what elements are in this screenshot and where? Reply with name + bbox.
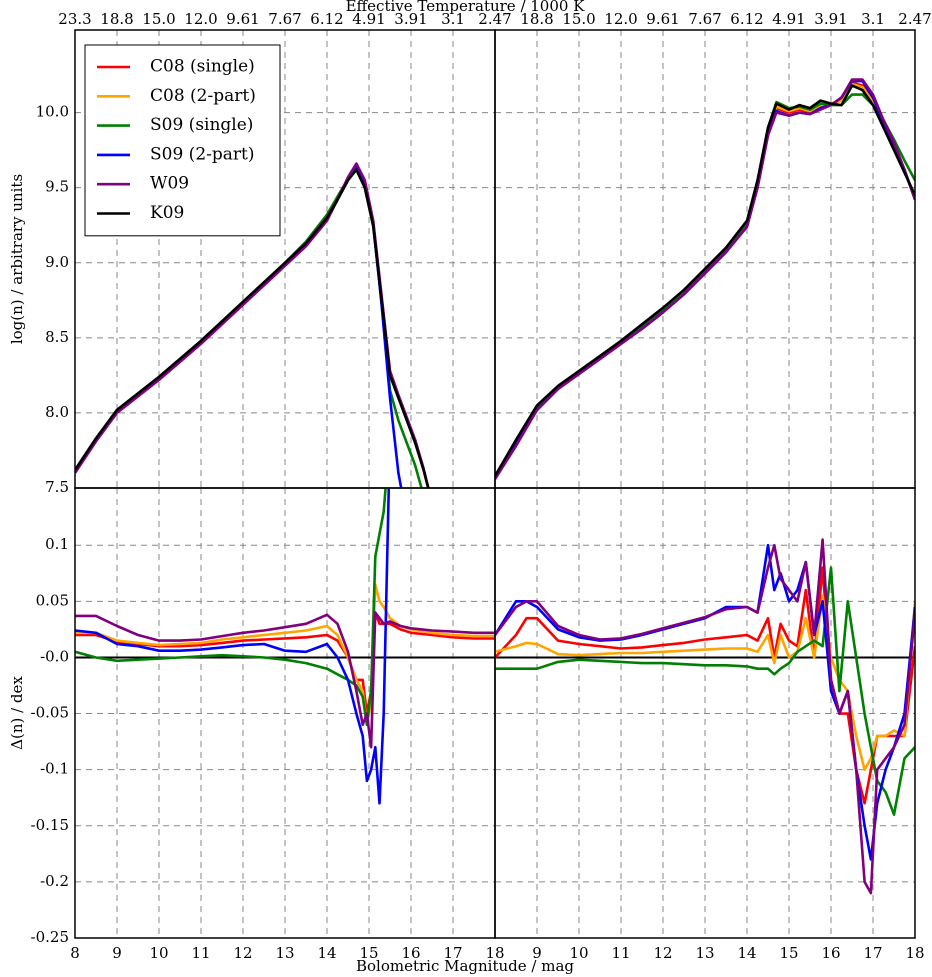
top-tick-label: 4.91	[352, 10, 385, 28]
line	[75, 488, 391, 805]
top-tick-label: 18.8	[100, 10, 133, 28]
y-tick-label: -0.1	[40, 760, 69, 778]
x-tick-label: 11	[611, 944, 630, 962]
line	[495, 543, 915, 861]
y-tick-label: 8.0	[45, 403, 69, 421]
top-tick-label: 2.47	[478, 10, 511, 28]
y-axis-label: log(n) / arbitrary units	[8, 174, 26, 344]
legend-label: C08 (single)	[150, 57, 255, 77]
y-tick-label: 0.1	[45, 535, 69, 553]
x-tick-label: 12	[233, 944, 252, 962]
top-tick-label: 7.67	[268, 10, 301, 28]
x-tick-label: 18	[905, 944, 924, 962]
y-tick-label: 9.0	[45, 253, 69, 271]
y-tick-label: -0.05	[31, 704, 69, 722]
series-group	[495, 78, 915, 480]
top-tick-label: 15.0	[562, 10, 595, 28]
y-tick-label: 7.5	[45, 478, 69, 496]
x-tick-label: 14	[317, 944, 336, 962]
x-tick-label: 15	[779, 944, 798, 962]
line	[495, 78, 915, 480]
legend-label: C08 (2-part)	[150, 86, 256, 106]
y-tick-label: -0.15	[31, 816, 69, 834]
top-tick-label: 12.0	[604, 10, 637, 28]
line	[495, 538, 915, 895]
line	[75, 611, 495, 749]
top-tick-label: 3.91	[394, 10, 427, 28]
top-tick-label: 15.0	[142, 10, 175, 28]
y-axis-label: Δ(n) / dex	[8, 676, 26, 750]
line	[495, 566, 915, 816]
top-tick-label: 4.91	[772, 10, 805, 28]
top-tick-label: 3.91	[814, 10, 847, 28]
x-tick-label: 8	[70, 944, 80, 962]
top-tick-label: 9.61	[646, 10, 679, 28]
x-tick-label: 13	[695, 944, 714, 962]
legend-label: K09	[150, 203, 184, 223]
x-tick-label: 18	[485, 944, 504, 962]
y-tick-label: 0.05	[36, 591, 69, 609]
top-tick-label: 18.8	[520, 10, 553, 28]
x-tick-label: 12	[653, 944, 672, 962]
top-tick-label: 9.61	[226, 10, 259, 28]
legend-box	[84, 44, 281, 237]
y-tick-label: -0.0	[40, 647, 69, 665]
y-tick-label: 10.0	[36, 103, 69, 121]
x-tick-label: 16	[821, 944, 840, 962]
line	[495, 594, 915, 771]
series-group	[495, 538, 915, 895]
y-tick-label: -0.2	[40, 872, 69, 890]
top-tick-label: 7.67	[688, 10, 721, 28]
line	[495, 566, 915, 805]
line	[75, 168, 430, 488]
top-tick-label: 23.3	[58, 10, 91, 28]
legend-label: S09 (2-part)	[150, 144, 254, 164]
series-group	[75, 162, 430, 488]
y-tick-label: 9.5	[45, 178, 69, 196]
x-tick-label: 15	[359, 944, 378, 962]
top-tick-label: 3.1	[861, 10, 885, 28]
axes-frame	[494, 487, 916, 939]
line	[75, 488, 387, 727]
x-tick-label: 10	[569, 944, 588, 962]
top-tick-label: 3.1	[441, 10, 465, 28]
legend-label: W09	[150, 174, 189, 194]
x-tick-label: 9	[112, 944, 122, 962]
x-tick-label: 17	[863, 944, 882, 962]
y-tick-label: 8.5	[45, 328, 69, 346]
top-tick-label: 2.47	[898, 10, 931, 28]
y-tick-label: -0.25	[31, 928, 69, 946]
line	[495, 84, 915, 477]
x-tick-label: 17	[443, 944, 462, 962]
legend-label: S09 (single)	[150, 115, 253, 135]
x-tick-label: 10	[149, 944, 168, 962]
x-tick-label: 14	[737, 944, 756, 962]
x-tick-label: 13	[275, 944, 294, 962]
top-tick-label: 12.0	[184, 10, 217, 28]
top-tick-label: 6.12	[310, 10, 343, 28]
x-tick-label: 9	[532, 944, 542, 962]
top-axis-label: Effective Temperature / 1000 K	[346, 0, 586, 15]
x-tick-label: 11	[191, 944, 210, 962]
x-axis-label: Bolometric Magnitude / mag	[356, 957, 574, 975]
top-tick-label: 6.12	[730, 10, 763, 28]
series-group	[75, 488, 495, 805]
x-tick-label: 16	[401, 944, 420, 962]
